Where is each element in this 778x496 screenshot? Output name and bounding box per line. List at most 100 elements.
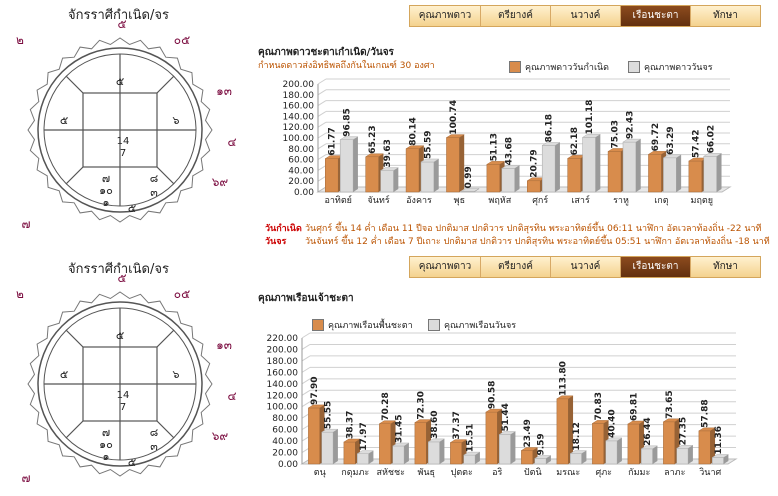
wheel-outer-ring	[37, 301, 203, 467]
bar-series-a-front	[627, 423, 640, 465]
wheel-title: จักรราศีกำเนิด/จร	[68, 8, 169, 23]
data-label-b: 26.44	[643, 417, 653, 445]
bar-series-b-front	[392, 445, 405, 465]
x-tick-label: เกตุ	[654, 196, 669, 206]
tab-houses[interactable]: เรือนชะตา	[620, 6, 690, 26]
info-birth-text: วันศุกร์ ขึ้น 14 ค่ำ เดือน 11 ปีจอ ปกติม…	[305, 224, 762, 234]
x-tick-label: วินาศ	[699, 467, 721, 478]
y-tick-label: 200.00	[267, 345, 299, 355]
wheel-inner-mark: ๖	[173, 114, 180, 127]
bar-series-b	[500, 165, 521, 193]
legend-swatch-a	[312, 319, 324, 331]
wheel-outer-mark: ๖๙	[212, 429, 229, 443]
wheel-outer-mark: ๐๕	[174, 33, 190, 47]
gridline-side	[317, 175, 327, 182]
grid-line	[65, 420, 84, 439]
data-label-a: 69.81	[630, 393, 640, 421]
bar-series-b	[427, 438, 446, 465]
gridline-side	[317, 143, 327, 150]
data-label-b: 15.51	[465, 424, 475, 452]
bar-series-b	[533, 455, 552, 465]
tab-navang[interactable]: นวางค์	[550, 6, 620, 26]
tab-triyang[interactable]: ตรียางค์	[480, 257, 550, 277]
bar-series-b-front	[703, 156, 717, 193]
bar-series-b	[339, 136, 359, 193]
tab-houses[interactable]: เรือนชะตา	[620, 257, 690, 277]
data-label-b: 38.60	[430, 410, 440, 438]
bar-series-a-side	[710, 427, 716, 464]
bar-series-a-front	[485, 411, 498, 465]
info-transit-text: วันจันทร์ ขึ้น 12 ค่ำ เดือน 7 ปีเถาะ ปกต…	[305, 237, 770, 247]
gridline-side	[317, 110, 327, 117]
bar-series-a-top	[414, 419, 432, 423]
tab-taksa[interactable]: ทักษา	[690, 6, 760, 26]
bar-series-b	[541, 142, 561, 193]
x-tick-label: อาทิตย์	[324, 194, 352, 206]
bar-series-b	[702, 153, 723, 193]
wheel-lower-mark: ๓	[150, 440, 158, 453]
data-label-b: 86.18	[545, 114, 555, 142]
bar-series-b	[581, 134, 602, 193]
x-tick-label: เสาร์	[571, 194, 590, 206]
x-tick-label: พฤหัส	[488, 196, 511, 206]
x-tick-label: สหัชชะ	[377, 468, 406, 478]
bar-series-b	[356, 450, 375, 465]
bar-series-a-top	[591, 420, 610, 424]
tab-triyang[interactable]: ตรียางค์	[480, 6, 550, 26]
y-tick-label: 180.00	[283, 91, 315, 101]
gridline-side	[317, 100, 327, 107]
bar-series-b	[622, 138, 642, 193]
tab-taksa[interactable]: ทักษา	[690, 257, 760, 277]
wheel-lower-mark: ๘	[150, 426, 159, 439]
bar-series-b-front	[541, 145, 556, 193]
info-transit-line: วันจร วันจันทร์ ขึ้น 12 ค่ำ เดือน 7 ปีเถา…	[265, 234, 770, 248]
y-tick-label: 140.00	[283, 112, 315, 122]
gridline-side	[317, 121, 327, 128]
tab-navang[interactable]: นวางค์	[550, 257, 620, 277]
legend-series-b: คุณภาพเรือนวันจร	[428, 318, 516, 332]
bar-series-a-top	[378, 420, 397, 424]
bottom-panel: จักรราศีกำเนิด/จร ๕๐๕ ๑๓๔๖๙๗๒๕๕๖ 14 7 ๗๑๐๑๕๘…	[0, 248, 778, 496]
bar-series-b	[498, 431, 517, 465]
bar-series-b-front	[420, 161, 435, 193]
y-tick-label: 80.00	[272, 414, 298, 424]
bar-series-b-side	[393, 167, 399, 192]
bar-series-a-front	[308, 407, 321, 465]
bar-series-a-front	[405, 148, 420, 193]
bar-series-b-front	[582, 137, 596, 193]
bar-series-b-front	[501, 168, 515, 193]
wheel-outer-mark: ๑๓	[216, 338, 232, 352]
grid-square	[82, 92, 158, 168]
bar-series-b	[320, 428, 339, 465]
data-label-b: 92.43	[625, 111, 635, 139]
bar-series-b-front	[321, 431, 334, 465]
tab-planet-quality[interactable]: คุณภาพดาว	[410, 257, 480, 277]
data-label-a: 75.03	[611, 120, 621, 148]
wheel-inner-mark: ๕	[116, 75, 124, 88]
data-label-a: 20.79	[530, 149, 540, 177]
data-label-a: 57.88	[701, 399, 711, 427]
data-label-b: 55.59	[423, 131, 433, 159]
x-tick-label: มฤตยู	[691, 196, 714, 206]
bar-series-a-front	[486, 164, 501, 193]
wheel-lower-mark: ๕	[128, 456, 136, 469]
bar-series-b-front	[534, 458, 547, 465]
bar-series-a-front	[556, 398, 569, 465]
bar-series-a-top	[449, 439, 468, 443]
wheel-center-sub: 7	[120, 402, 126, 413]
x-tick-label: กดุมภะ	[341, 468, 369, 478]
data-label-b: 51.44	[501, 403, 511, 431]
wheel-lower-mark: ๑	[103, 450, 110, 463]
data-label-b: 63.29	[666, 126, 676, 154]
y-tick-label: 0.00	[278, 460, 298, 470]
tab-planet-quality[interactable]: คุณภาพดาว	[410, 6, 480, 26]
wheel-outer-mark: ๗	[21, 217, 30, 230]
y-tick-label: 0.00	[294, 188, 314, 198]
wheel-outer-mark: ๐๕	[174, 287, 190, 301]
data-label-a: 62.18	[570, 127, 580, 155]
wheel-outer-mark: ๔	[227, 389, 236, 403]
bar-series-b-side	[404, 442, 409, 464]
bar-series-b-front	[463, 454, 476, 465]
gridline-side	[301, 344, 311, 350]
